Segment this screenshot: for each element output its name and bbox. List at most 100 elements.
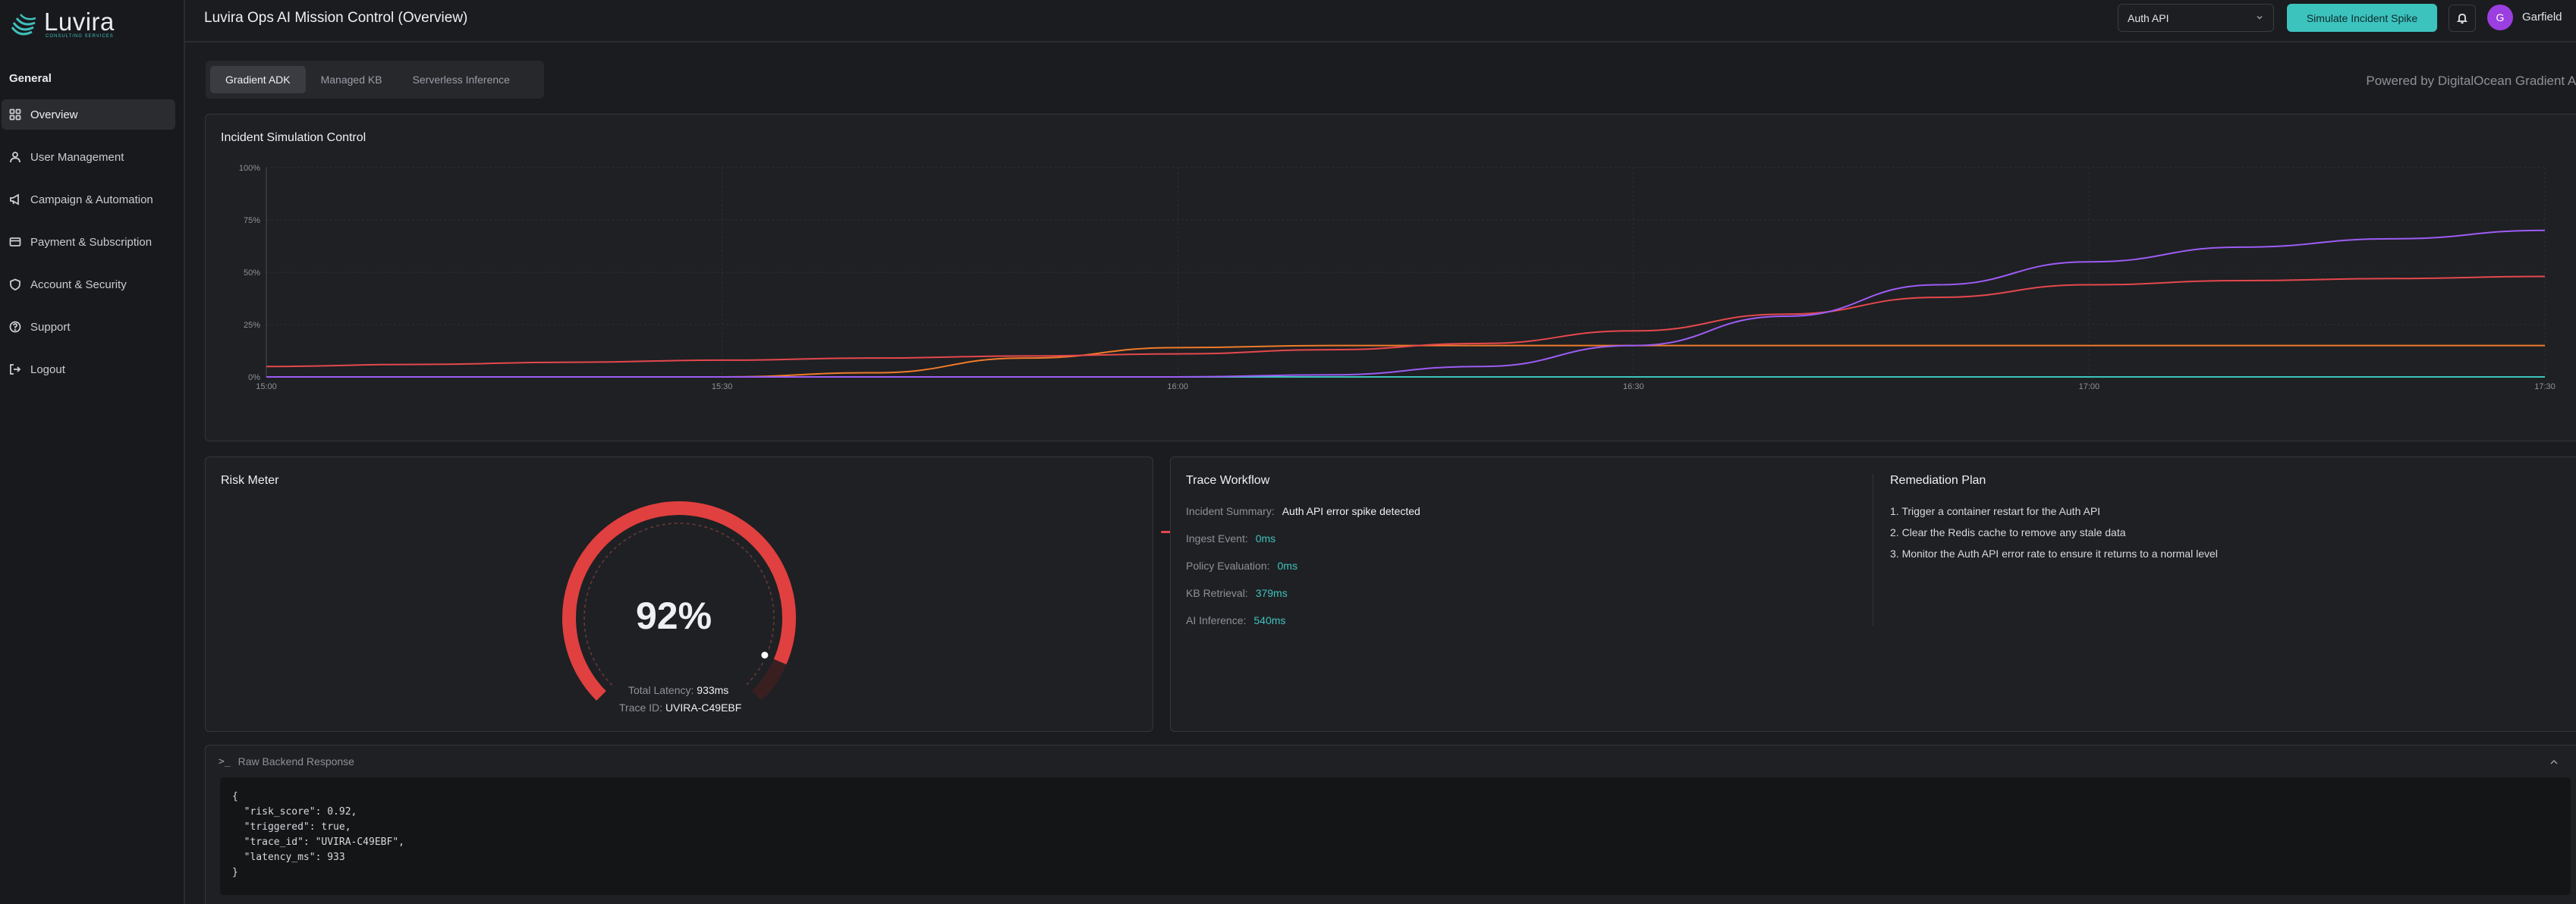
code-line: "risk_score": 0.92,	[232, 806, 357, 818]
grid-icon	[9, 108, 21, 121]
sidebar-item-campaign-automation[interactable]: Campaign & Automation	[2, 184, 175, 215]
sidebar-item-label: User Management	[30, 150, 124, 164]
user-name[interactable]: Garfield	[2522, 11, 2562, 24]
trace-remediation-card: Trace Workflow Incident Summary: Auth API…	[1170, 457, 2576, 732]
simulate-incident-button[interactable]: Simulate Incident Spike	[2287, 4, 2437, 32]
risk-meter-title: Risk Meter	[221, 474, 279, 487]
raw-response-title: Raw Backend Response	[237, 755, 354, 767]
page-title: Luvira Ops AI Mission Control (Overview)	[204, 10, 468, 26]
y-tick-label: 0%	[248, 373, 260, 382]
user-icon	[10, 152, 20, 163]
x-tick-label: 17:30	[2534, 382, 2556, 391]
incident-summary-value: Auth API error spike detected	[1282, 505, 1420, 517]
tab-managed-kb[interactable]: Managed KB	[320, 74, 382, 86]
logout-icon	[10, 364, 21, 375]
brand-logo[interactable]: Luvira CONSULTING SERVICES	[9, 8, 115, 41]
nav-section-label: General	[9, 72, 52, 85]
sidebar-item-logout[interactable]: Logout	[2, 354, 175, 385]
trace-step-label: AI Inference:	[1186, 614, 1247, 626]
trace-step-value: 540ms	[1253, 614, 1286, 626]
y-tick-label: 100%	[239, 164, 260, 173]
x-tick-label: 16:00	[1167, 382, 1188, 391]
remediation-step: 1. Trigger a container restart for the A…	[1890, 505, 2101, 517]
trace-id-label: Trace ID:	[619, 702, 663, 714]
code-line: {	[232, 791, 238, 802]
brand-name: Luvira	[44, 8, 115, 36]
sidebar-item-user-management[interactable]: User Management	[2, 142, 175, 172]
notifications-button[interactable]	[2449, 5, 2476, 32]
help-circle-icon	[9, 321, 21, 333]
series-line-risk-threshold	[266, 344, 2545, 378]
sidebar-item-support[interactable]: Support	[2, 312, 175, 342]
tab-bar: Gradient ADK Managed KB Serverless Infer…	[206, 61, 544, 99]
chevron-down-icon	[2257, 15, 2263, 20]
trace-step-value: 379ms	[1255, 587, 1288, 599]
code-line: "triggered": true,	[232, 821, 351, 833]
raw-response-code: { "risk_score": 0.92, "triggered": true,…	[220, 777, 2571, 895]
code-line: "trace_id": "UVIRA-C49EBF",	[232, 837, 404, 848]
remediation-plan-title: Remediation Plan	[1890, 474, 1986, 487]
y-tick-label: 25%	[244, 321, 260, 330]
raw-response-toggle[interactable]: >_ Raw Backend Response	[219, 755, 354, 767]
series-line-policy-engine	[266, 229, 2546, 378]
powered-by-text: Powered by DigitalOcean Gradient AI	[2366, 74, 2576, 88]
tab-gradient-adk[interactable]: Gradient ADK	[210, 66, 306, 93]
credit-card-icon	[9, 237, 21, 246]
service-select-value: Auth API	[2128, 11, 2169, 24]
risk-gauge	[562, 501, 796, 701]
service-select[interactable]: Auth API	[2118, 4, 2274, 32]
code-line: }	[232, 867, 238, 878]
avatar[interactable]: G	[2487, 5, 2513, 30]
sidebar-item-label: Support	[30, 320, 71, 334]
gauge-dashed-ring	[583, 523, 775, 686]
remediation-step: 3. Monitor the Auth API error rate to en…	[1890, 548, 2218, 560]
sidebar-item-label: Campaign & Automation	[30, 193, 153, 206]
bell-icon	[2456, 14, 2468, 24]
x-tick-label: 16:30	[1623, 382, 1644, 391]
chevron-up-icon[interactable]	[2549, 757, 2559, 767]
latency-value: 933ms	[697, 684, 729, 696]
sidebar-item-label: Account & Security	[30, 278, 127, 291]
x-tick-label: 17:00	[2079, 382, 2100, 391]
incident-simulation-card: Incident Simulation Control 0% 25% 50% 75% 1…	[205, 114, 2576, 538]
terminal-icon: >_	[219, 755, 231, 767]
code-line: "latency_ms": 933	[232, 852, 345, 863]
x-tick-label: 15:00	[256, 382, 277, 391]
brand-tagline: CONSULTING SERVICES	[46, 34, 114, 39]
x-tick-label: 15:30	[712, 382, 733, 391]
trace-step-label: Policy Evaluation:	[1186, 560, 1270, 572]
sidebar-item-account-security[interactable]: Account & Security	[2, 269, 175, 300]
legend-swatch	[1161, 530, 1172, 533]
megaphone-icon	[10, 193, 19, 206]
sidebar-item-payment-subscription[interactable]: Payment & Subscription	[2, 227, 175, 257]
sidebar: Luvira CONSULTING SERVICES General Overv…	[0, 0, 185, 904]
risk-value: 92%	[635, 595, 712, 637]
luvira-logo-icon	[11, 14, 36, 36]
y-tick-label: 75%	[244, 216, 260, 225]
trace-step-value: 0ms	[1277, 560, 1297, 572]
y-tick-label: 50%	[244, 268, 260, 278]
total-latency: Total Latency: 933ms	[628, 684, 728, 696]
series-line-log-signal	[266, 275, 2546, 368]
sidebar-item-label: Logout	[30, 363, 65, 376]
trace-step-label: KB Retrieval:	[1186, 587, 1248, 599]
trace-step: Ingest Event: 0ms	[1186, 532, 1275, 545]
tab-serverless-inference[interactable]: Serverless Inference	[412, 74, 510, 86]
gauge-knob	[759, 649, 771, 661]
incident-summary-label: Incident Summary:	[1186, 505, 1275, 517]
trace-step: KB Retrieval: 379ms	[1186, 587, 1288, 599]
top-header: Luvira Ops AI Mission Control (Overview)…	[185, 0, 2576, 42]
chart-title: Incident Simulation Control	[221, 131, 366, 144]
sidebar-item-label: Payment & Subscription	[30, 235, 153, 249]
sidebar-item-label: Overview	[30, 108, 78, 121]
trace-step-value: 0ms	[1255, 532, 1276, 545]
trace-step: AI Inference: 540ms	[1186, 614, 1285, 626]
trace-step: Policy Evaluation: 0ms	[1186, 560, 1297, 572]
remediation-step: 2. Clear the Redis cache to remove any s…	[1890, 526, 2126, 538]
trace-workflow-title: Trace Workflow	[1186, 474, 1270, 487]
trace-id-value: UVIRA-C49EBF	[665, 702, 742, 714]
incident-line-chart: 0% 25% 50% 75% 100% 15:00 15:30 16:00 16:30 17:00…	[239, 164, 2556, 391]
sidebar-item-overview[interactable]: Overview	[2, 99, 175, 130]
shield-icon	[10, 278, 20, 290]
trace-step-label: Ingest Event:	[1186, 532, 1248, 545]
